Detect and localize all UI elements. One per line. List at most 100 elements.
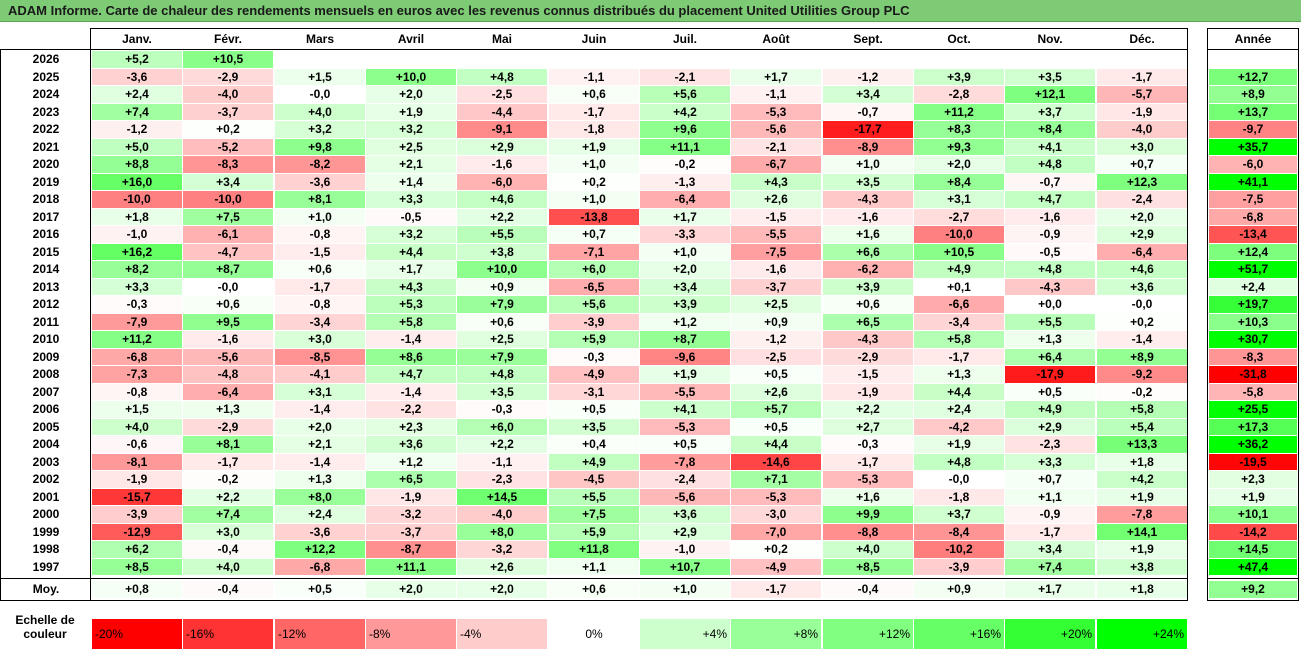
heatmap-cell (1005, 51, 1095, 68)
heatmap-cell: +1,7 (640, 208, 730, 225)
heatmap-cell: -3,0 (731, 506, 821, 523)
heatmap-cell: +3,8 (1097, 558, 1187, 575)
heatmap-cell: -4,0 (183, 86, 273, 103)
heatmap-cell: +8,1 (183, 436, 273, 453)
heatmap-cell: -10,0 (92, 191, 182, 208)
heatmap-cell: +4,3 (366, 278, 456, 295)
heatmap-cell: +1,8 (92, 208, 182, 225)
heatmap-cell: +8,1 (275, 191, 365, 208)
heatmap-cell: +10,5 (914, 243, 1004, 260)
heatmap-cell: -1,3 (640, 173, 730, 190)
month-header: Mai (491, 32, 512, 46)
annual-cell: -6,0 (1209, 156, 1297, 173)
heatmap-cell: +8,6 (366, 348, 456, 365)
heatmap-cell: +3,4 (823, 86, 913, 103)
heatmap-cell: +0,4 (549, 436, 639, 453)
year-label: 2005 (32, 419, 60, 434)
heatmap-cell: +4,8 (1005, 156, 1095, 173)
heatmap-cell: +1,1 (549, 558, 639, 575)
year-label: 1998 (32, 542, 60, 556)
heatmap-cell: +10,5 (183, 51, 273, 68)
heatmap-cell: -5,6 (640, 488, 730, 505)
heatmap-cell: -4,5 (549, 471, 639, 488)
annual-cell: +30,7 (1209, 331, 1297, 348)
heatmap-cell: +0,5 (731, 366, 821, 383)
color-scale-stop: +12% (823, 619, 913, 649)
heatmap-cell: +0,0 (1005, 296, 1095, 313)
heatmap-cell: +2,1 (275, 436, 365, 453)
heatmap-cell: -1,4 (366, 383, 456, 400)
heatmap-cell: -3,4 (914, 313, 1004, 330)
heatmap-cell: +8,5 (823, 558, 913, 575)
heatmap-cell: +0,5 (549, 401, 639, 418)
heatmap-cell: -6,8 (275, 558, 365, 575)
month-header: Juil. (672, 32, 697, 46)
heatmap-cell: +8,8 (92, 156, 182, 173)
annual-header: Année (1234, 32, 1272, 46)
heatmap-cell: -0,2 (1097, 383, 1187, 400)
heatmap-cell: -3,9 (549, 313, 639, 330)
heatmap-cell: -3,2 (457, 541, 547, 558)
heatmap-cell: +3,7 (914, 506, 1004, 523)
heatmap-cell: -1,4 (275, 453, 365, 470)
header-divider (90, 49, 1188, 50)
heatmap-cell: -3,7 (731, 278, 821, 295)
heatmap-cell: -1,6 (731, 261, 821, 278)
month-header: Déc. (1129, 32, 1155, 46)
heatmap-cell: +1,9 (549, 138, 639, 155)
average-cell: +0,8 (92, 581, 182, 598)
heatmap-cell: -1,2 (731, 331, 821, 348)
heatmap-cell: -0,0 (183, 278, 273, 295)
annual-cell: -6,8 (1209, 208, 1297, 225)
average-cell: +1,8 (1097, 581, 1187, 598)
heatmap-cell: +3,3 (92, 278, 182, 295)
heatmap-cell: +3,2 (275, 121, 365, 138)
heatmap-cell: +10,0 (457, 261, 547, 278)
heatmap-cell: -6,4 (1097, 243, 1187, 260)
heatmap-cell: +1,3 (1005, 331, 1095, 348)
heatmap-cell: +3,6 (640, 506, 730, 523)
heatmap-cell: +11,2 (92, 331, 182, 348)
heatmap-cell: +0,2 (731, 541, 821, 558)
heatmap-cell: +2,0 (366, 86, 456, 103)
heatmap-cell: -17,7 (823, 121, 913, 138)
heatmap-cell: -0,5 (366, 208, 456, 225)
heatmap-cell: +7,5 (549, 506, 639, 523)
heatmap-cell: -5,3 (731, 103, 821, 120)
heatmap-cell: -7,3 (92, 366, 182, 383)
month-header: Avril (397, 32, 425, 46)
heatmap-cell: -7,8 (640, 453, 730, 470)
heatmap-cell: +7,1 (731, 471, 821, 488)
heatmap-cell: +0,7 (549, 226, 639, 243)
color-scale-stop: +24% (1097, 619, 1187, 649)
month-header: Janv. (122, 32, 152, 46)
heatmap-cell: -12,9 (92, 523, 182, 540)
annual-cell: +35,7 (1209, 138, 1297, 155)
heatmap-cell: -1,5 (823, 366, 913, 383)
heatmap-cell: +3,5 (823, 173, 913, 190)
heatmap-cell: +0,6 (823, 296, 913, 313)
heatmap-cell: +1,1 (1005, 488, 1095, 505)
heatmap-cell: +4,6 (1097, 261, 1187, 278)
color-scale-stop: +20% (1005, 619, 1095, 649)
heatmap-cell: -1,5 (731, 208, 821, 225)
heatmap-cell: +8,2 (92, 261, 182, 278)
heatmap-cell: +6,2 (92, 541, 182, 558)
heatmap-cell: -3,6 (275, 523, 365, 540)
heatmap-cell: +2,0 (275, 418, 365, 435)
heatmap-cell: -5,3 (731, 488, 821, 505)
heatmap-cell: -5,7 (1097, 86, 1187, 103)
heatmap-cell: +14,5 (457, 488, 547, 505)
year-label: 2020 (32, 157, 60, 171)
heatmap-cell (640, 51, 730, 68)
heatmap-cell: -1,2 (823, 68, 913, 85)
year-label: 2013 (32, 279, 60, 294)
average-label: Moy. (32, 582, 60, 596)
heatmap-cell: +9,6 (640, 121, 730, 138)
heatmap-cell: -3,2 (366, 506, 456, 523)
color-scale-stop: +16% (914, 619, 1004, 649)
heatmap-cell: -6,4 (640, 191, 730, 208)
heatmap-cell: -4,0 (1097, 121, 1187, 138)
heatmap-cell: +0,6 (183, 296, 273, 313)
heatmap-cell: -4,1 (275, 366, 365, 383)
